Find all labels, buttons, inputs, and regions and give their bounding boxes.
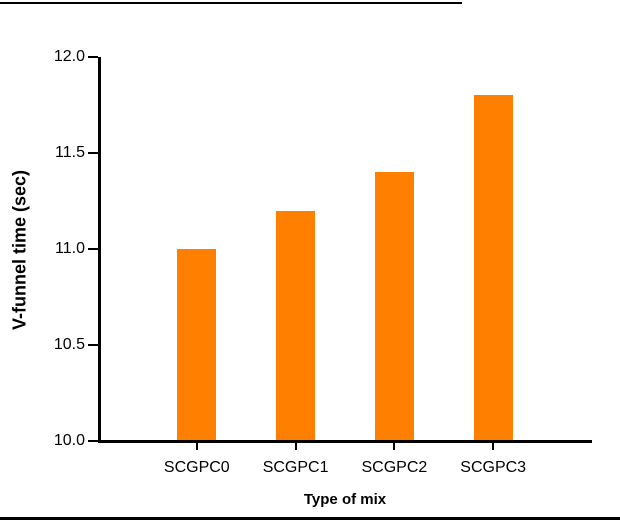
y-tick-label: 11.5 bbox=[55, 144, 85, 161]
y-tick-label: 11.0 bbox=[55, 240, 85, 257]
y-tick bbox=[88, 248, 98, 250]
y-tick bbox=[88, 152, 98, 154]
y-tick-label: 12.0 bbox=[53, 48, 85, 65]
x-tick bbox=[492, 443, 495, 450]
x-tick bbox=[195, 443, 198, 450]
top-rule bbox=[0, 2, 462, 4]
bottom-rule bbox=[0, 517, 620, 520]
x-axis bbox=[98, 440, 592, 443]
x-category-label: SCGPC1 bbox=[262, 459, 329, 476]
y-tick-label: 10.5 bbox=[53, 336, 85, 353]
y-tick bbox=[88, 56, 98, 58]
y-tick bbox=[88, 440, 98, 442]
bar-SCGPC3 bbox=[473, 95, 513, 440]
x-category-label: SCGPC3 bbox=[460, 459, 527, 476]
x-tick bbox=[294, 443, 297, 450]
y-axis-title: V-funnel time (sec) bbox=[9, 169, 30, 331]
x-axis-title: Type of mix bbox=[303, 491, 387, 508]
x-category-label: SCGPC2 bbox=[361, 459, 428, 476]
x-tick bbox=[393, 443, 396, 450]
y-tick-label: 10.0 bbox=[53, 432, 85, 449]
y-axis bbox=[98, 57, 101, 443]
x-category-label: SCGPC0 bbox=[163, 459, 230, 476]
bar-SCGPC2 bbox=[374, 172, 414, 440]
y-tick bbox=[88, 344, 98, 346]
bar-SCGPC1 bbox=[276, 210, 316, 440]
bar-SCGPC0 bbox=[177, 249, 217, 440]
